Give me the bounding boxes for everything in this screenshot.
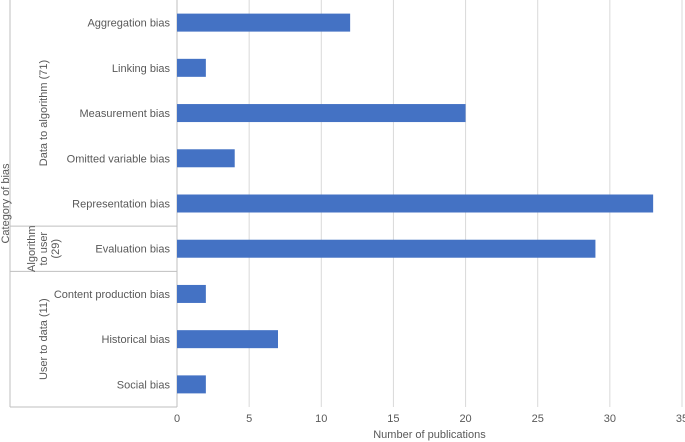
x-tick-labels: 0 5 10 15 20 25 30 35 xyxy=(174,413,685,425)
x-axis-title: Number of publications xyxy=(373,429,486,441)
bar xyxy=(177,13,351,32)
bar xyxy=(177,330,278,349)
x-tick-label: 0 xyxy=(174,413,180,425)
y-axis-title: Category of bias xyxy=(0,163,12,244)
category-labels: Aggregation bias Linking bias Measurement … xyxy=(54,18,171,392)
x-tick-label: 15 xyxy=(387,413,399,425)
category-label: Social bias xyxy=(117,379,171,391)
category-label: Measurement bias xyxy=(80,108,171,120)
bar xyxy=(177,284,206,303)
group-label: Data to algorithm (71) xyxy=(38,60,50,166)
bar xyxy=(177,239,596,258)
category-label: Aggregation bias xyxy=(87,18,170,30)
bar xyxy=(177,104,466,123)
group-labels: Data to algorithm (71) Algorithmto user(2… xyxy=(26,60,62,380)
x-tick-label: 5 xyxy=(246,413,252,425)
x-tick-label: 35 xyxy=(676,413,685,425)
category-label: Evaluation bias xyxy=(95,244,170,256)
bars xyxy=(177,13,654,394)
category-label: Omitted variable bias xyxy=(67,153,171,165)
x-tick-label: 10 xyxy=(315,413,327,425)
bar xyxy=(177,58,206,77)
group-label: Algorithmto user(29) xyxy=(26,225,62,271)
category-label: Historical bias xyxy=(102,334,171,346)
bar xyxy=(177,149,235,168)
category-label: Linking bias xyxy=(112,63,171,75)
bar xyxy=(177,375,206,394)
x-tick-label: 20 xyxy=(459,413,471,425)
x-tick-label: 25 xyxy=(532,413,544,425)
category-label: Representation bias xyxy=(72,199,170,211)
category-label: Content production bias xyxy=(54,289,171,301)
x-tick-label: 30 xyxy=(604,413,616,425)
group-label: User to data (11) xyxy=(38,298,50,380)
bar xyxy=(177,194,654,213)
